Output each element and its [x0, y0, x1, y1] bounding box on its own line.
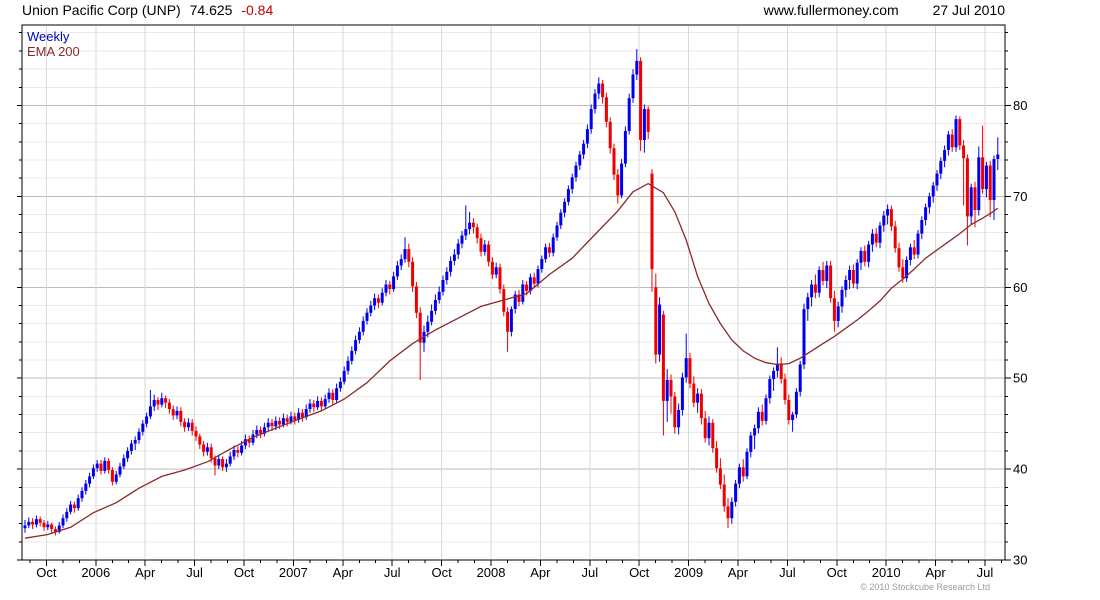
x-axis-tick-label: Jul [779, 565, 796, 580]
x-axis-tick-label: 2007 [279, 565, 308, 580]
x-axis-tick-label: Oct [827, 565, 848, 580]
x-axis-tick-label: Apr [333, 565, 354, 580]
x-axis-tick-label: Apr [135, 565, 156, 580]
price-change-label: -0.84 [241, 2, 274, 18]
y-axis-tick-label: 80 [1013, 98, 1027, 113]
x-axis-tick-label: 2009 [674, 565, 703, 580]
y-axis-tick-label: 60 [1013, 280, 1027, 295]
y-axis-tick-label: 50 [1013, 371, 1027, 386]
timeframe-label: Weekly [27, 29, 70, 44]
y-axis-tick-label: 40 [1013, 462, 1027, 477]
symbol-price-label: Union Pacific Corp (UNP) [22, 2, 181, 18]
website-link[interactable]: www.fullermoney.com [763, 2, 899, 18]
x-axis-tick-label: Apr [925, 565, 946, 580]
x-axis-tick-label: Jul [384, 565, 401, 580]
x-axis-tick-label: Oct [431, 565, 452, 580]
header-right: www.fullermoney.com 27 Jul 2010 [764, 2, 1005, 18]
x-axis-tick-label: 2010 [872, 565, 901, 580]
y-axis-tick-label: 30 [1013, 553, 1027, 568]
ema-legend-label: EMA 200 [27, 44, 80, 59]
x-axis-tick-label: Apr [728, 565, 749, 580]
x-axis-tick-label: Oct [234, 565, 255, 580]
chart-title: Union Pacific Corp (UNP) 74.625 -0.84 [22, 2, 273, 18]
ema-line [24, 182, 999, 539]
copyright-label: © 2010 Stockcube Research Ltd [860, 582, 990, 592]
x-axis-tick-label: Jul [977, 565, 994, 580]
date-label: 27 Jul 2010 [932, 2, 1005, 18]
x-axis-tick-label: Oct [629, 565, 650, 580]
x-axis-tick-label: 2008 [477, 565, 506, 580]
y-axis-tick-label: 70 [1013, 189, 1027, 204]
x-axis-tick-label: Jul [581, 565, 598, 580]
price-label: 74.625 [189, 2, 233, 18]
x-axis-tick-label: Jul [186, 565, 203, 580]
x-axis-tick-label: 2006 [81, 565, 110, 580]
x-axis-tick-label: Apr [530, 565, 551, 580]
plot-border [21, 24, 1006, 561]
x-axis-tick-label: Oct [36, 565, 57, 580]
